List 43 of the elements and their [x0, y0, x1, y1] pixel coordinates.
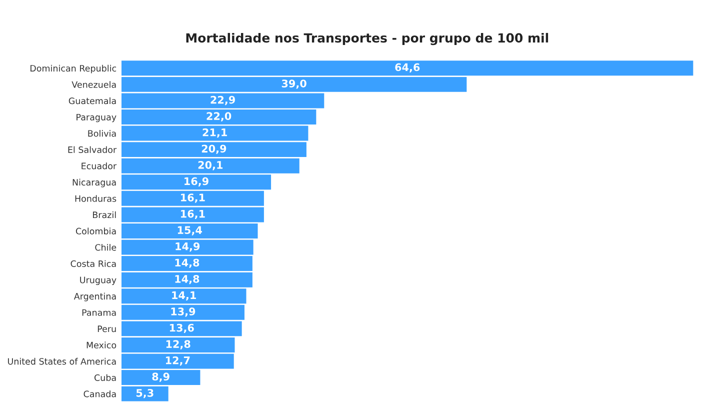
data-label: 8,9 [152, 372, 170, 382]
y-tick-label: Venezuela [72, 81, 116, 88]
data-label: 14,8 [175, 274, 200, 284]
y-tick-label: Costa Rica [70, 260, 116, 267]
data-label: 12,7 [166, 356, 190, 366]
data-label: 16,1 [181, 210, 205, 220]
y-tick-label: Uruguay [80, 276, 116, 285]
data-label: 14,9 [176, 242, 200, 252]
y-tick-label: Bolivia [88, 130, 116, 137]
data-label: 16,1 [181, 194, 205, 203]
y-tick-label: Brazil [93, 211, 116, 218]
data-label: 13,6 [170, 324, 194, 334]
y-tick-label: Dominican Republic [30, 64, 116, 74]
y-tick-label: Panama [82, 309, 116, 316]
y-tick-label: El Salvador [68, 146, 117, 154]
y-tick-label: Nicaragua [72, 178, 116, 188]
y-tick-label: United States of America [8, 358, 116, 365]
data-label: 21,1 [202, 128, 227, 138]
data-label: 22,9 [210, 96, 235, 106]
data-label: 5,3 [136, 388, 154, 398]
data-label: 20,9 [202, 144, 226, 154]
data-label: 13,9 [171, 308, 196, 317]
y-tick-label: Argentina [74, 292, 116, 302]
data-label: 14,8 [175, 258, 200, 268]
y-tick-label: Cuba [94, 374, 116, 381]
y-tick-label: Chile [95, 244, 116, 251]
data-label: 39,0 [282, 80, 306, 89]
y-tick-label: Honduras [75, 195, 116, 202]
data-label: 64,6 [395, 63, 420, 72]
y-tick-label: Peru [98, 326, 116, 332]
y-tick-label: Ecuador [82, 162, 117, 170]
y-tick-label: Paraguay [76, 114, 116, 122]
y-tick-label: Colombia [76, 228, 116, 234]
y-tick-label: Guatemala [68, 97, 116, 104]
data-label: 16,9 [184, 177, 208, 186]
data-label: 22,0 [206, 112, 232, 122]
data-label: 14,1 [172, 291, 196, 300]
data-label: 15,4 [178, 226, 202, 236]
y-tick-label: Canada [84, 390, 116, 398]
chart-title: Mortalidade nos Transportes - por grupo de 100 mil [186, 32, 548, 46]
y-tick-label: Mexico [86, 342, 116, 348]
data-label: 12,8 [166, 340, 190, 350]
data-label: 20,1 [198, 160, 223, 170]
